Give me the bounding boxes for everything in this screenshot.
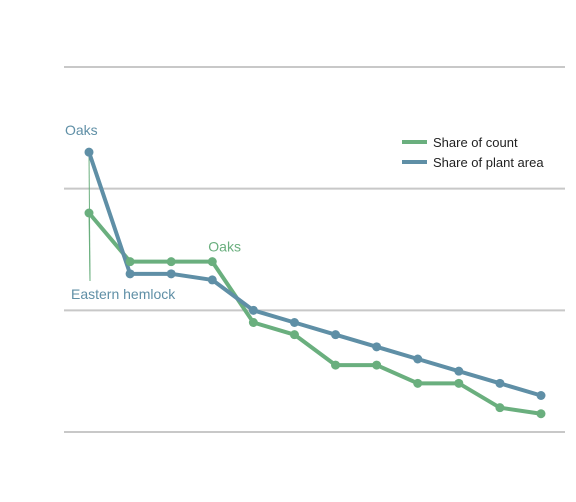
data-point xyxy=(413,354,423,364)
data-point xyxy=(495,378,505,388)
series-line-1 xyxy=(87,211,543,416)
annotations: Oaks Oaks Eastern hemlock xyxy=(65,122,241,302)
legend-label: Share of plant area xyxy=(433,155,544,170)
data-point xyxy=(454,366,464,376)
data-point xyxy=(289,318,299,327)
data-point xyxy=(289,330,299,340)
data-point xyxy=(372,360,382,370)
legend-label: Share of count xyxy=(433,135,518,150)
data-point xyxy=(331,330,341,340)
data-point xyxy=(413,378,423,388)
data-point xyxy=(207,275,217,285)
series-points xyxy=(84,147,546,419)
data-point xyxy=(166,269,176,279)
data-point xyxy=(125,269,135,279)
data-point xyxy=(495,403,505,413)
annotation-label: Eastern hemlock xyxy=(71,286,176,302)
data-point xyxy=(125,257,135,267)
legend: Share of count Share of plant area xyxy=(402,135,544,170)
data-point xyxy=(331,360,341,370)
data-point xyxy=(454,378,464,388)
series-line-2 xyxy=(87,150,543,398)
annotation-label: Oaks xyxy=(208,239,241,255)
data-point xyxy=(372,342,382,352)
data-point xyxy=(84,147,94,157)
data-point xyxy=(207,257,217,267)
data-point xyxy=(84,208,94,218)
data-point xyxy=(248,305,258,315)
data-point xyxy=(248,318,258,327)
gridlines xyxy=(64,66,565,433)
data-point xyxy=(536,391,546,400)
data-point xyxy=(536,409,546,419)
annotation-label: Oaks xyxy=(65,122,98,138)
data-point xyxy=(166,257,176,267)
series-lines xyxy=(87,150,543,416)
